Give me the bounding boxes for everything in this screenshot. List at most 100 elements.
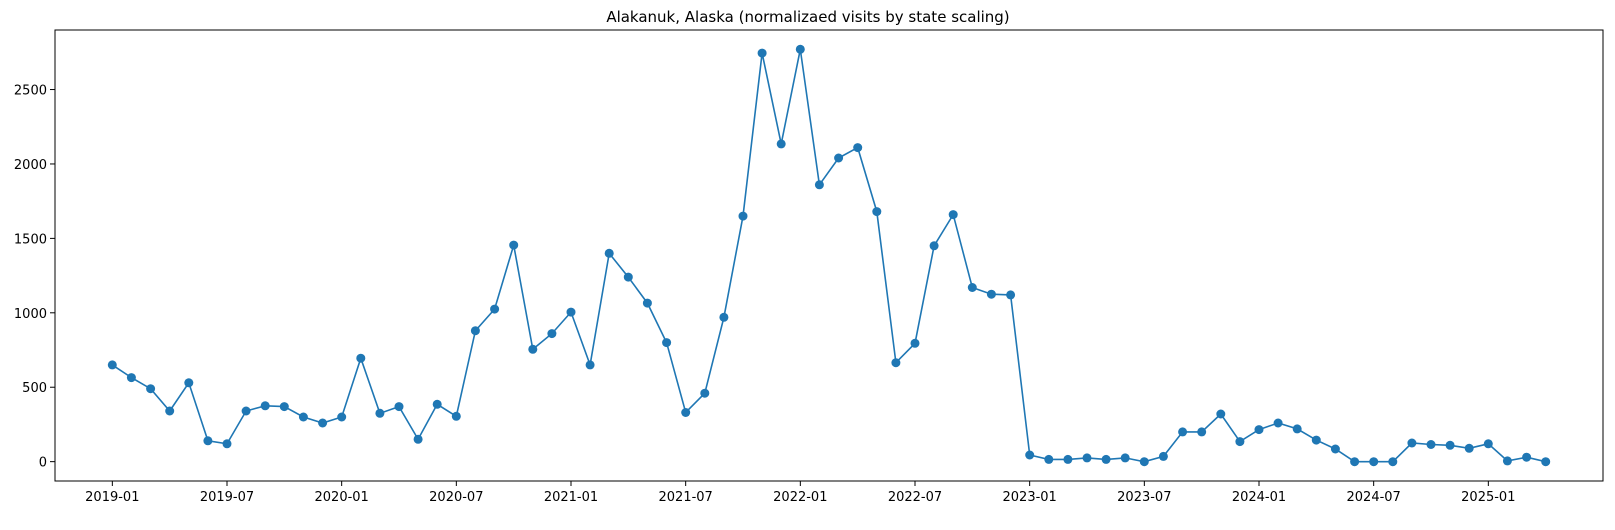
data-point: [1292, 424, 1302, 434]
data-point: [566, 307, 576, 317]
data-point: [681, 408, 691, 417]
data-point: [528, 344, 538, 354]
y-axis: 0 500 1000 1500 2000 2500: [14, 84, 55, 471]
x-tick-label: 2019-07: [200, 490, 254, 505]
data-point: [1407, 438, 1417, 448]
x-tick-label: 2024-01: [1232, 490, 1286, 505]
data-point: [1025, 450, 1035, 460]
data-point: [1158, 451, 1168, 461]
data-point: [298, 412, 308, 422]
data-point: [1541, 457, 1551, 467]
x-tick-label: 2021-01: [544, 490, 598, 505]
data-point: [738, 211, 748, 221]
data-point: [1464, 443, 1474, 453]
data-point: [1522, 452, 1532, 462]
data-point: [337, 412, 347, 422]
data-point: [1197, 427, 1207, 437]
data-point: [1445, 440, 1455, 450]
y-tick-label: 0: [39, 456, 47, 471]
series-line: [111, 49, 1546, 463]
data-point: [814, 180, 824, 190]
data-point: [1311, 435, 1321, 445]
data-point: [872, 207, 882, 217]
data-point: [126, 373, 136, 383]
data-point: [1216, 409, 1226, 419]
y-tick-label: 1500: [14, 232, 47, 247]
data-point: [1273, 418, 1283, 428]
data-point: [260, 401, 270, 411]
plot-frame: [54, 29, 1604, 482]
data-point: [1139, 457, 1149, 467]
data-point: [853, 143, 863, 153]
y-tick-label: 2000: [14, 158, 47, 173]
data-point: [107, 360, 117, 370]
x-tick-label: 2021-07: [659, 490, 713, 505]
data-point: [1254, 425, 1264, 435]
data-point: [757, 48, 767, 58]
data-point: [642, 298, 652, 308]
y-tick-label: 1000: [14, 307, 47, 322]
data-point: [662, 338, 672, 348]
data-point: [279, 402, 289, 412]
x-tick-label: 2024-07: [1347, 490, 1401, 505]
data-point: [910, 338, 920, 348]
data-point: [986, 289, 996, 299]
x-tick-label: 2025-01: [1461, 490, 1515, 505]
data-point: [623, 272, 633, 282]
data-point: [1502, 456, 1512, 466]
data-point: [1369, 457, 1379, 467]
data-point: [834, 153, 844, 163]
data-point: [490, 304, 500, 314]
x-tick-label: 2023-01: [1003, 490, 1057, 505]
x-tick-label: 2022-07: [888, 490, 942, 505]
data-point: [451, 411, 461, 421]
data-point: [1063, 454, 1073, 464]
data-point: [203, 436, 213, 446]
data-point: [222, 439, 232, 449]
data-point: [1178, 427, 1188, 437]
data-point: [585, 360, 595, 370]
data-point: [1082, 453, 1092, 463]
data-point: [948, 210, 958, 220]
data-point: [967, 283, 977, 292]
x-tick-label: 2022-01: [773, 490, 827, 505]
data-point: [375, 408, 385, 418]
data-point: [604, 248, 614, 258]
data-point: [1006, 290, 1016, 300]
data-point: [891, 358, 901, 368]
data-point: [1101, 454, 1111, 464]
data-point: [470, 326, 480, 336]
chart-title: Alakanuk, Alaska (normalizaed visits by …: [606, 8, 1009, 26]
x-tick-label: 2023-07: [1117, 490, 1171, 505]
data-point: [1120, 453, 1130, 463]
data-point: [719, 312, 729, 322]
y-tick-label: 2500: [14, 84, 47, 99]
x-axis: 2019-01 2019-07 2020-01 2020-07 2021-01 2021-…: [85, 481, 1515, 505]
data-point: [1044, 454, 1054, 464]
data-point: [394, 402, 404, 412]
y-tick-label: 500: [22, 381, 47, 396]
x-tick-label: 2019-01: [85, 490, 139, 505]
data-point: [547, 329, 557, 339]
data-point: [700, 388, 710, 398]
data-point: [165, 406, 175, 416]
data-point: [241, 406, 251, 416]
data-point: [776, 139, 786, 149]
data-point: [432, 399, 442, 409]
data-point: [1330, 444, 1340, 454]
data-point: [318, 418, 328, 428]
data-point: [146, 384, 156, 394]
data-point: [1350, 457, 1360, 467]
x-tick-label: 2020-01: [315, 490, 369, 505]
data-point: [184, 378, 194, 388]
data-point: [356, 353, 366, 363]
x-tick-label: 2020-07: [429, 490, 483, 505]
data-point: [929, 241, 939, 251]
data-point: [509, 240, 519, 250]
data-point: [413, 434, 423, 444]
data-point: [795, 44, 805, 54]
data-point: [1483, 439, 1493, 449]
data-point: [1426, 440, 1436, 449]
